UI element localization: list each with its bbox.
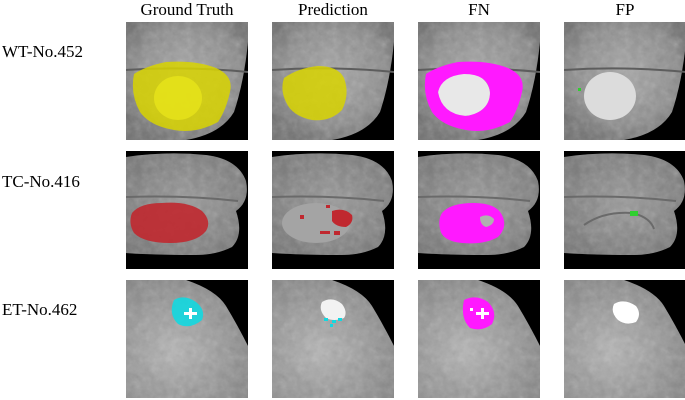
et-ground-truth-image — [126, 280, 248, 398]
wt-ground-truth-image — [126, 22, 248, 140]
tc-prediction-image — [272, 151, 394, 269]
et-fp-image — [564, 280, 685, 398]
wt-prediction-image — [272, 22, 394, 140]
row-label-et: ET-No.462 — [2, 300, 78, 319]
row-label-tc: TC-No.416 — [2, 172, 80, 191]
row-label-wt: WT-No.452 — [2, 42, 84, 61]
column-header-fn: FN — [468, 0, 490, 19]
tc-fn-image — [418, 151, 540, 269]
wt-fp-image — [564, 22, 685, 140]
et-prediction-image — [272, 280, 394, 398]
column-header-prediction: Prediction — [298, 0, 368, 19]
tc-ground-truth-image — [126, 151, 248, 269]
column-header-fp: FP — [615, 0, 635, 19]
et-fn-image — [418, 280, 540, 398]
column-header-ground-truth: Ground Truth — [140, 0, 234, 19]
tc-fp-image — [564, 151, 685, 269]
wt-fn-image — [418, 22, 540, 140]
